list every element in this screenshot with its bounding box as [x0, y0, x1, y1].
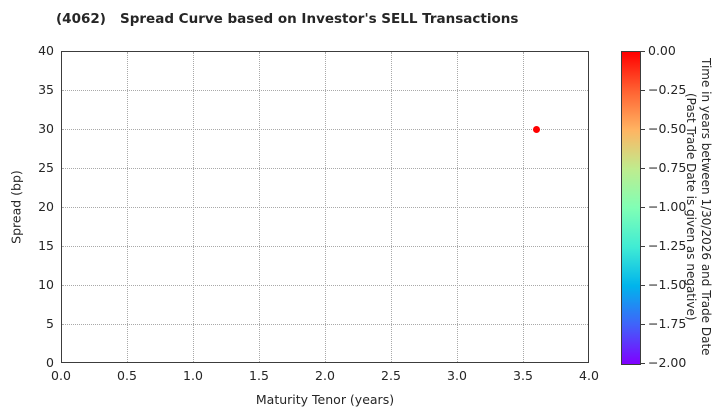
- colorbar-tick-label: 0.00: [648, 43, 676, 58]
- y-grid-line: [62, 285, 588, 286]
- colorbar-label-line1: Time in years between 1/30/2026 and Trad…: [699, 58, 713, 356]
- y-tick-label: 20: [38, 199, 54, 214]
- colorbar-tick-label: −2.00: [648, 355, 687, 370]
- y-grid-line: [62, 129, 588, 130]
- y-tick-label: 10: [38, 277, 54, 292]
- x-tick-label: 1.0: [183, 368, 203, 383]
- y-grid-line: [62, 90, 588, 91]
- x-tick-label: 3.5: [513, 368, 533, 383]
- colorbar-tick: [641, 207, 645, 208]
- chart-title: (4062) Spread Curve based on Investor's …: [56, 11, 519, 27]
- y-tick-label: 35: [38, 82, 54, 97]
- y-grid-line: [62, 207, 588, 208]
- colorbar-tick-label: −0.50: [648, 121, 687, 136]
- data-point: [532, 126, 540, 134]
- colorbar-tick: [641, 51, 645, 52]
- colorbar-tick: [641, 129, 645, 130]
- colorbar-label-line2: (Past Trade Date is given as negative): [684, 93, 698, 321]
- x-tick-label: 1.5: [249, 368, 269, 383]
- colorbar-tick-label: −1.75: [648, 316, 687, 331]
- x-tick-label: 0.0: [51, 368, 71, 383]
- y-grid-line: [62, 246, 588, 247]
- x-axis-label: Maturity Tenor (years): [255, 392, 395, 407]
- x-tick-label: 2.5: [381, 368, 401, 383]
- plot-area: [61, 51, 589, 363]
- colorbar-tick: [641, 90, 645, 91]
- y-tick-label: 30: [38, 121, 54, 136]
- colorbar-tick-label: −1.50: [648, 277, 687, 292]
- x-tick-label: 2.0: [315, 368, 335, 383]
- y-grid-line: [62, 168, 588, 169]
- colorbar-tick-label: −0.75: [648, 160, 687, 175]
- x-tick-label: 0.5: [117, 368, 137, 383]
- y-tick-label: 0: [46, 355, 54, 370]
- colorbar-tick: [641, 324, 645, 325]
- colorbar-tick: [641, 246, 645, 247]
- x-tick-label: 3.0: [447, 368, 467, 383]
- colorbar-tick-label: −0.25: [648, 82, 687, 97]
- colorbar-gradient: [621, 51, 641, 365]
- colorbar-tick-label: −1.00: [648, 199, 687, 214]
- y-grid-line: [62, 324, 588, 325]
- y-tick-label: 15: [38, 238, 54, 253]
- colorbar-axis-label: Time in years between 1/30/2026 and Trad…: [683, 51, 713, 363]
- colorbar-tick: [641, 285, 645, 286]
- x-tick-label: 4.0: [579, 368, 599, 383]
- colorbar-tick: [641, 363, 645, 364]
- y-tick-label: 5: [46, 316, 54, 331]
- y-tick-label: 25: [38, 160, 54, 175]
- colorbar-tick: [641, 168, 645, 169]
- colorbar-tick-label: −1.25: [648, 238, 687, 253]
- y-tick-label: 40: [38, 43, 54, 58]
